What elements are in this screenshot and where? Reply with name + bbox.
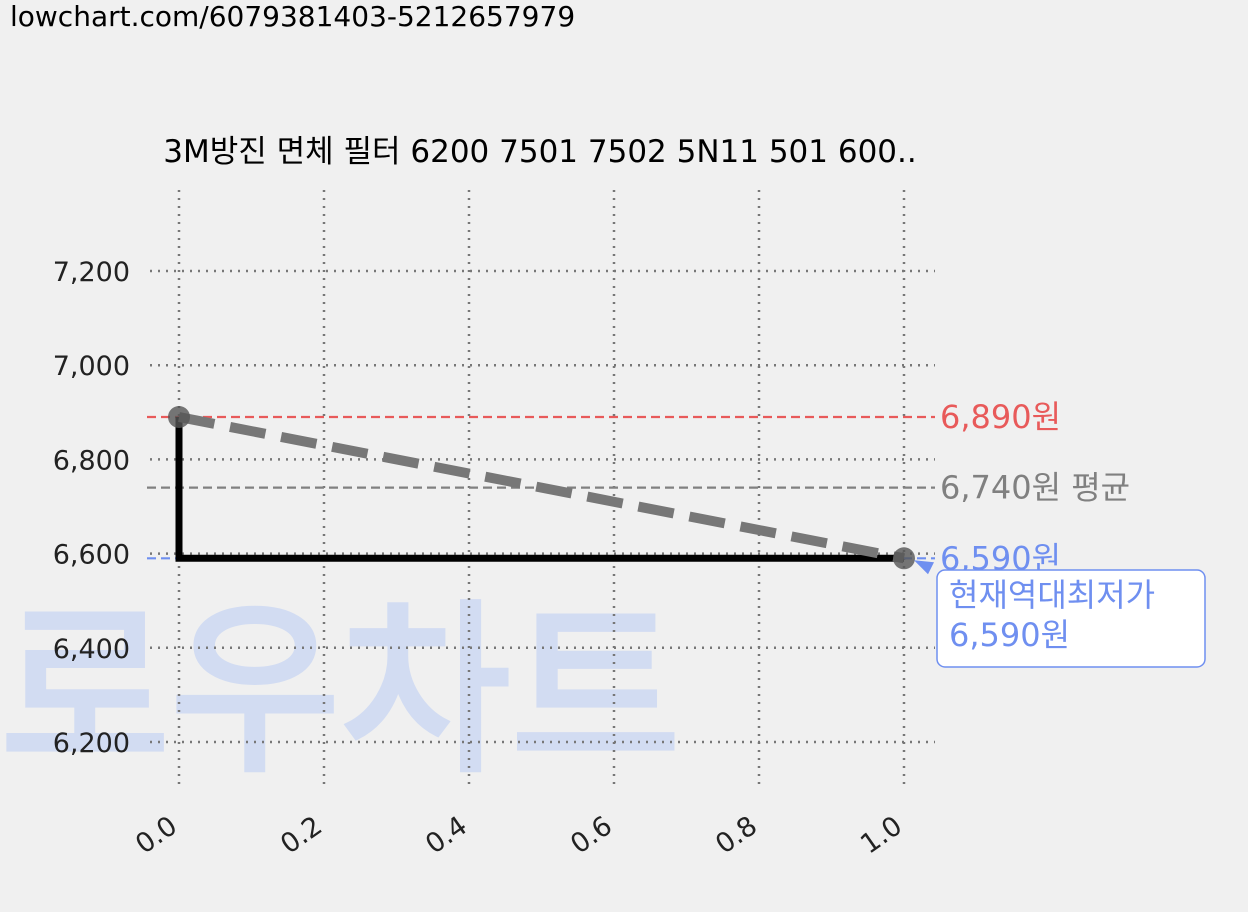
x-tick-label: 0.4 <box>420 810 473 860</box>
y-axis-ticks: 6,200 6,400 6,600 6,800 7,000 7,200 <box>53 257 130 759</box>
y-tick-label: 7,000 <box>53 351 130 382</box>
lowest-price-annotation: 현재역대최저가 6,590원 <box>914 560 1206 668</box>
price-step-line <box>175 417 904 562</box>
x-axis-ticks: 0.0 0.2 0.4 0.6 0.8 1.0 <box>130 810 908 860</box>
reference-label: 6,740원 평균 <box>940 469 1130 507</box>
x-tick-label: 0.2 <box>275 810 328 860</box>
data-point <box>893 547 915 570</box>
x-tick-label: 1.0 <box>855 810 908 860</box>
data-point <box>168 406 190 429</box>
chart-title: 3M방진 면체 필터 6200 7501 7502 5N11 501 600.. <box>163 134 917 170</box>
trend-dashed-line <box>178 412 905 564</box>
y-tick-label: 6,400 <box>53 634 130 665</box>
x-tick-label: 0.8 <box>710 810 763 860</box>
y-tick-label: 6,200 <box>53 728 130 759</box>
annotation-line2: 6,590원 <box>949 616 1070 654</box>
y-tick-label: 6,600 <box>53 540 130 571</box>
x-tick-label: 0.6 <box>565 810 618 860</box>
reference-label: 6,890원 <box>940 398 1061 436</box>
url-text: lowchart.com/6079381403-5212657979 <box>10 0 576 33</box>
y-tick-label: 6,800 <box>53 445 130 476</box>
data-points <box>168 406 915 570</box>
annotation-line1: 현재역대최저가 <box>949 576 1155 614</box>
annotation-arrow <box>914 560 934 575</box>
series-lines <box>175 412 905 564</box>
annotation-box <box>936 569 1206 668</box>
y-tick-label: 7,200 <box>53 257 130 288</box>
x-tick-label: 0.0 <box>130 810 183 860</box>
watermark-text: 로우차트 <box>0 583 681 799</box>
